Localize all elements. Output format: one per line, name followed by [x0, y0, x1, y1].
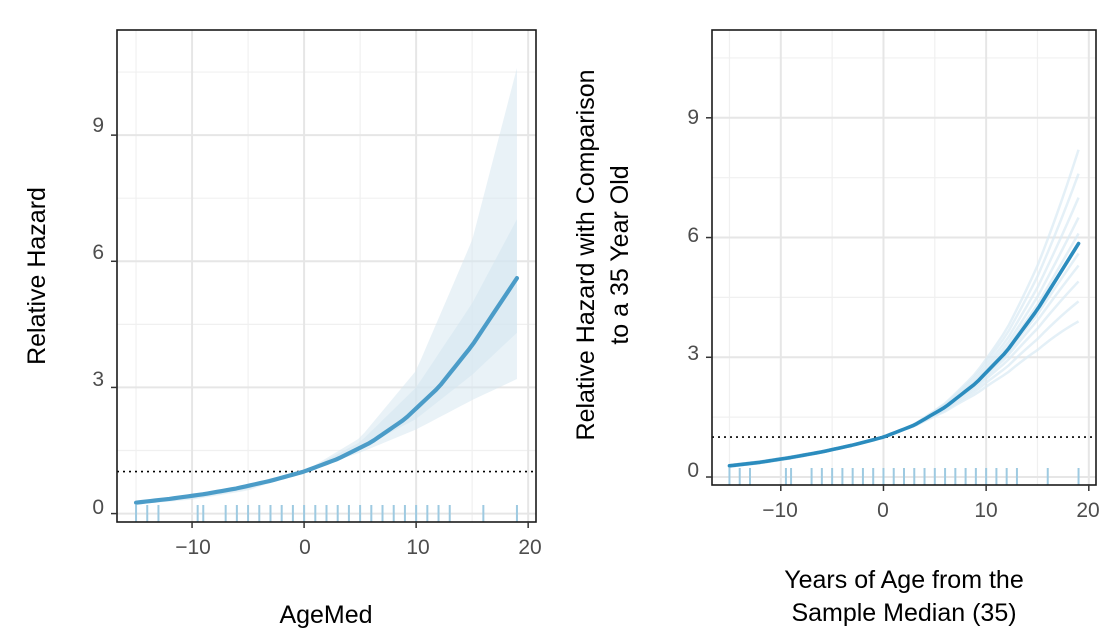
left-series: [133, 276, 520, 505]
right-axis-ticks: [706, 117, 1090, 491]
left-y-tick-labels: 0 3 6 9: [92, 114, 104, 519]
right-y-tick-label: 3: [687, 342, 699, 365]
right-y-tick-label: 0: [687, 459, 699, 482]
right-y-tick-labels: 0 3 6 9: [687, 106, 699, 482]
right-series: [727, 241, 1081, 468]
left-gridlines: [117, 30, 536, 522]
right-y-axis-title-line-1: Relative Hazard with Comparison: [572, 70, 600, 441]
right-plot-background: [712, 30, 1096, 485]
left-chart: 0 3 6 9 −10 0 10 20 AgeMed Relative Haza…: [23, 29, 542, 629]
left-y-tick-label: 3: [92, 368, 104, 391]
left-axis-ticks: [111, 134, 529, 528]
left-estimate-line: [133, 276, 520, 505]
right-x-axis-title-line-1: Years of Age from the: [784, 566, 1024, 594]
right-x-axis-title-line-2: Sample Median (35): [791, 599, 1016, 627]
left-x-tick-label: 10: [406, 536, 429, 559]
right-x-tick-label: 0: [877, 499, 889, 522]
right-chart: 0 3 6 9 −10 0 10 20 Years of Age from th…: [572, 29, 1100, 627]
left-confidence-band: [136, 219, 517, 504]
right-gridlines: [712, 30, 1096, 485]
left-y-tick-label: 9: [92, 114, 104, 137]
left-x-tick-label: −10: [175, 536, 211, 559]
right-estimate-line: [727, 241, 1081, 468]
right-y-tick-label: 6: [687, 224, 699, 247]
left-y-tick-label: 0: [92, 496, 104, 519]
right-x-tick-label: 20: [1076, 499, 1099, 522]
right-y-tick-label: 9: [687, 106, 699, 129]
left-y-axis-title: Relative Hazard: [23, 187, 51, 365]
left-x-tick-label: 20: [518, 536, 541, 559]
left-confidence-bands: [136, 67, 517, 505]
right-x-tick-label: −10: [762, 499, 798, 522]
right-rug: [728, 468, 1080, 485]
left-y-tick-label: 6: [92, 241, 104, 264]
left-x-tick-label: 0: [299, 536, 311, 559]
right-y-axis-title-line-2: to a 35 Year Old: [606, 165, 634, 344]
right-plot-border: [711, 29, 1097, 486]
left-plot-border: [116, 29, 537, 523]
left-x-tick-labels: −10 0 10 20: [175, 536, 541, 559]
right-x-tick-labels: −10 0 10 20: [762, 499, 1099, 522]
left-rug: [135, 505, 518, 522]
right-x-tick-label: 10: [974, 499, 997, 522]
left-x-axis-title: AgeMed: [279, 601, 372, 629]
